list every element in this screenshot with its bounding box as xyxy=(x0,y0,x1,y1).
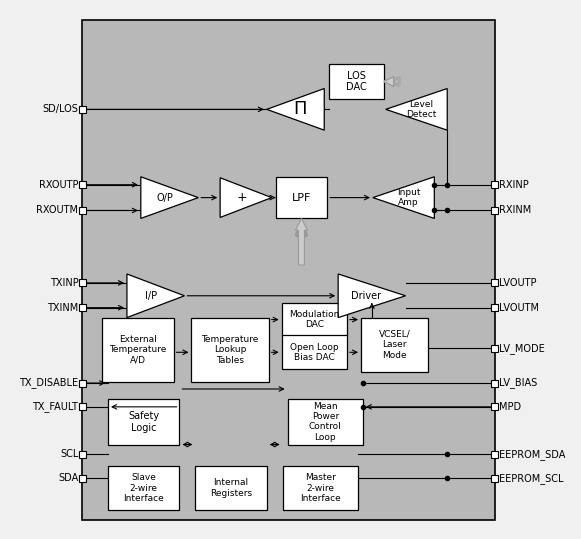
Text: MPD: MPD xyxy=(499,402,521,412)
Bar xyxy=(195,466,267,510)
Bar xyxy=(79,181,86,188)
Text: Mean
Power
Control
Loop: Mean Power Control Loop xyxy=(309,402,342,442)
Text: RXOUTM: RXOUTM xyxy=(37,205,78,216)
Bar xyxy=(282,335,347,369)
Text: TXINM: TXINM xyxy=(47,303,78,313)
Text: Open Loop
Bias DAC: Open Loop Bias DAC xyxy=(290,343,339,362)
Bar xyxy=(492,379,498,386)
Text: SDA: SDA xyxy=(58,473,78,483)
Bar xyxy=(288,399,363,445)
Bar xyxy=(108,399,180,445)
Polygon shape xyxy=(141,177,198,218)
Bar xyxy=(79,379,86,386)
Text: Slave
2-wire
Interface: Slave 2-wire Interface xyxy=(123,473,164,503)
Bar xyxy=(108,466,180,510)
Bar xyxy=(282,466,358,510)
Text: Temperature
Lookup
Tables: Temperature Lookup Tables xyxy=(202,335,259,365)
Text: Internal
Registers: Internal Registers xyxy=(210,479,252,498)
Text: EEPROM_SCL: EEPROM_SCL xyxy=(499,473,564,483)
Text: VCSEL/
Laser
Mode: VCSEL/ Laser Mode xyxy=(379,330,411,360)
Text: RXINP: RXINP xyxy=(499,179,529,190)
Polygon shape xyxy=(267,88,324,130)
Bar xyxy=(79,403,86,410)
Bar xyxy=(282,303,347,336)
Text: LVOUTP: LVOUTP xyxy=(499,278,536,288)
Bar xyxy=(191,317,269,382)
Bar xyxy=(492,345,498,352)
Polygon shape xyxy=(386,88,447,130)
Bar xyxy=(329,64,384,99)
Text: LV_MODE: LV_MODE xyxy=(499,343,544,354)
Text: Master
2-wire
Interface: Master 2-wire Interface xyxy=(300,473,340,503)
Text: SD/LOS: SD/LOS xyxy=(42,105,78,114)
Bar xyxy=(492,207,498,214)
Bar xyxy=(79,475,86,482)
Bar xyxy=(492,181,498,188)
Text: LV_BIAS: LV_BIAS xyxy=(499,378,537,389)
Bar xyxy=(79,207,86,214)
Text: EEPROM_SDA: EEPROM_SDA xyxy=(499,449,565,460)
Bar xyxy=(79,451,86,458)
Polygon shape xyxy=(296,218,307,265)
Text: LVOUTM: LVOUTM xyxy=(499,303,539,313)
Bar xyxy=(83,20,495,520)
Bar xyxy=(492,304,498,311)
Text: Level
Detect: Level Detect xyxy=(406,100,436,119)
Text: TXINP: TXINP xyxy=(49,278,78,288)
Text: External
Temperature
A/D: External Temperature A/D xyxy=(109,335,167,365)
Bar xyxy=(275,177,327,218)
Text: LPF: LPF xyxy=(292,192,311,203)
Text: RXOUTP: RXOUTP xyxy=(39,179,78,190)
Text: SCL: SCL xyxy=(60,450,78,459)
Bar xyxy=(361,317,428,372)
Text: I/P: I/P xyxy=(145,291,157,301)
Text: +: + xyxy=(236,191,247,204)
Text: Input
Amp: Input Amp xyxy=(397,188,420,207)
Bar xyxy=(492,451,498,458)
Text: Driver: Driver xyxy=(352,291,382,301)
Polygon shape xyxy=(127,274,184,317)
Bar xyxy=(102,317,174,382)
Text: TX_DISABLE: TX_DISABLE xyxy=(19,378,78,389)
Text: LOS
DAC: LOS DAC xyxy=(346,71,367,92)
Text: TX_FAULT: TX_FAULT xyxy=(33,402,78,412)
Text: Π: Π xyxy=(293,100,307,119)
Bar xyxy=(492,475,498,482)
Text: O/P: O/P xyxy=(156,192,173,203)
Text: Safety
Logic: Safety Logic xyxy=(128,411,159,432)
Polygon shape xyxy=(338,274,406,317)
Bar xyxy=(492,279,498,286)
Bar xyxy=(79,279,86,286)
Polygon shape xyxy=(220,178,272,217)
Polygon shape xyxy=(384,77,394,87)
Bar xyxy=(79,106,86,113)
Bar xyxy=(79,304,86,311)
Polygon shape xyxy=(373,177,435,218)
Text: RXINM: RXINM xyxy=(499,205,531,216)
Text: Modulation
DAC: Modulation DAC xyxy=(289,310,339,329)
Bar xyxy=(492,403,498,410)
